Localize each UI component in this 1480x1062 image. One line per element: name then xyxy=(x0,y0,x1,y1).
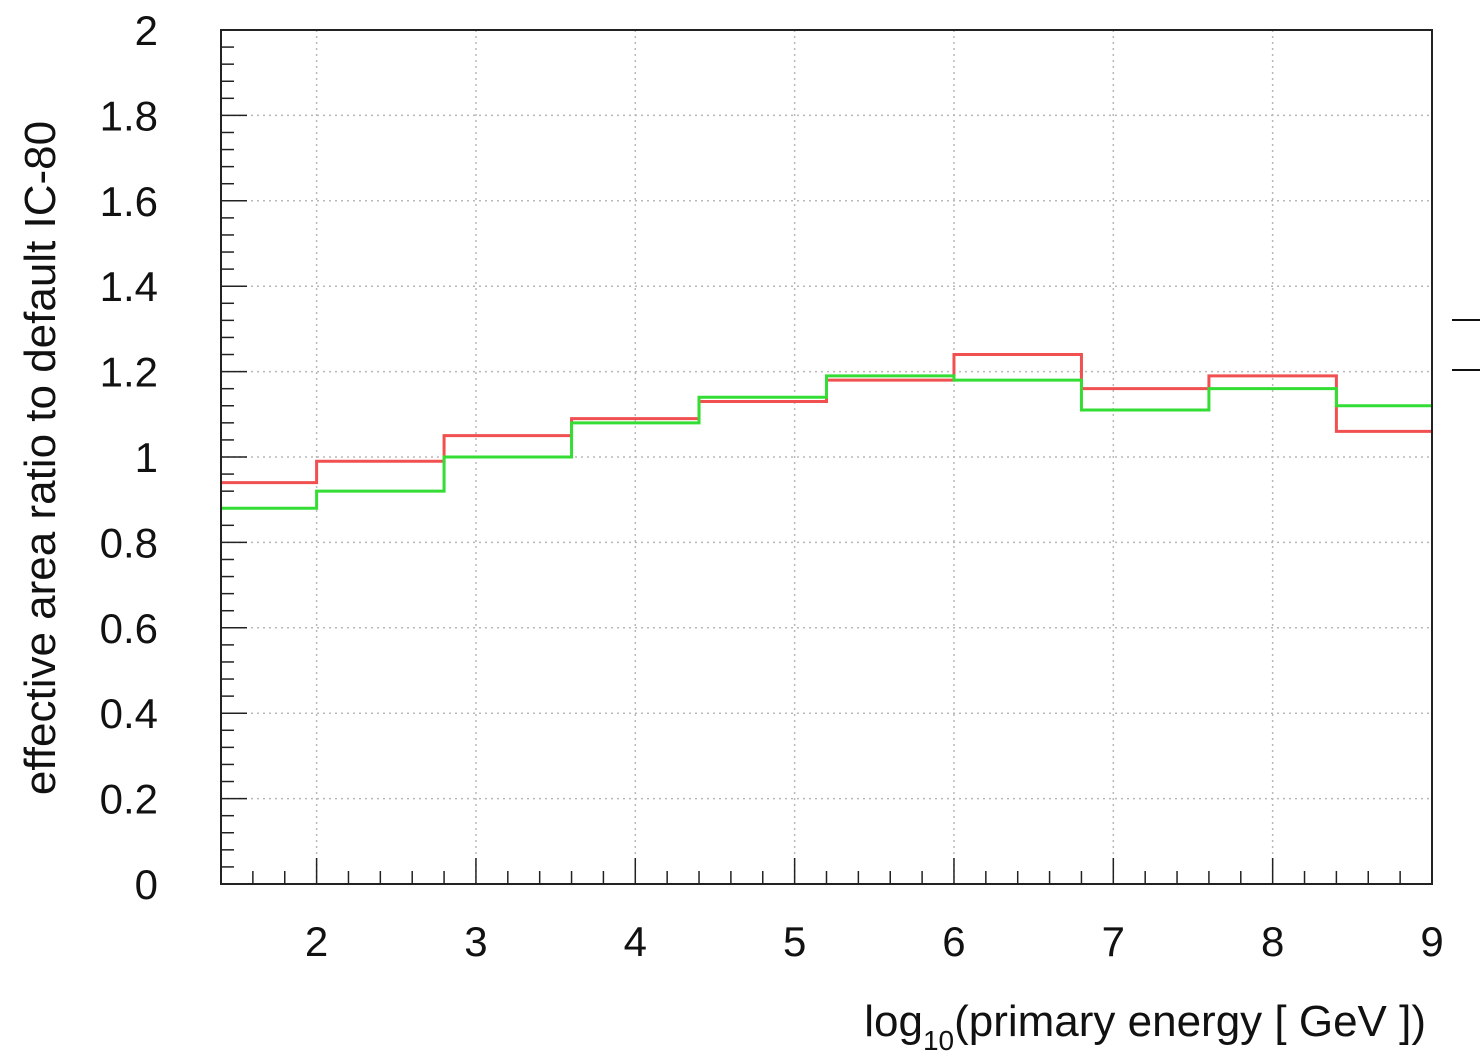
y-tick-label: 1 xyxy=(135,434,158,481)
series-2-line xyxy=(221,374,1432,510)
plot-frame xyxy=(220,29,1433,885)
y-tick-label: 1.2 xyxy=(100,349,158,396)
x-tick-label: 9 xyxy=(1420,918,1443,965)
x-tick-labels: 2 3 4 5 6 7 8 9 xyxy=(305,918,1444,965)
legend xyxy=(1452,319,1480,371)
grid xyxy=(221,29,1433,885)
y-tick-labels: 0 0.2 0.4 0.6 0.8 1 1.2 1.4 1.6 1.8 2 xyxy=(100,7,158,908)
x-axis-title-rest: (primary energy [ GeV ]) xyxy=(954,997,1426,1046)
x-tick-label: 7 xyxy=(1102,918,1125,965)
x-tick-label: 6 xyxy=(942,918,965,965)
x-tick-label: 8 xyxy=(1261,918,1284,965)
y-tick-label: 1.6 xyxy=(100,178,158,225)
series-1-line xyxy=(221,353,1432,485)
x-tick-label: 4 xyxy=(624,918,647,965)
y-tick-label: 2 xyxy=(135,7,158,54)
x-axis-title-sub: 10 xyxy=(923,1025,954,1056)
y-tick-label: 0.6 xyxy=(100,605,158,652)
y-tick-label: 0 xyxy=(135,861,158,908)
minor-ticks xyxy=(220,29,1433,885)
y-tick-label: 1.8 xyxy=(100,92,158,139)
x-tick-label: 3 xyxy=(464,918,487,965)
x-tick-label: 2 xyxy=(305,918,328,965)
y-tick-label: 0.2 xyxy=(100,776,158,823)
y-tick-label: 1.4 xyxy=(100,263,158,310)
x-axis-title: log10(primary energy [ GeV ]) xyxy=(864,997,1426,1056)
y-tick-label: 0.8 xyxy=(100,519,158,566)
x-tick-label: 5 xyxy=(783,918,806,965)
series-layer xyxy=(221,353,1432,510)
x-axis-title-main: log xyxy=(864,997,923,1046)
y-axis-title: effective area ratio to default IC-80 xyxy=(16,121,65,795)
y-tick-label: 0.4 xyxy=(100,690,158,737)
